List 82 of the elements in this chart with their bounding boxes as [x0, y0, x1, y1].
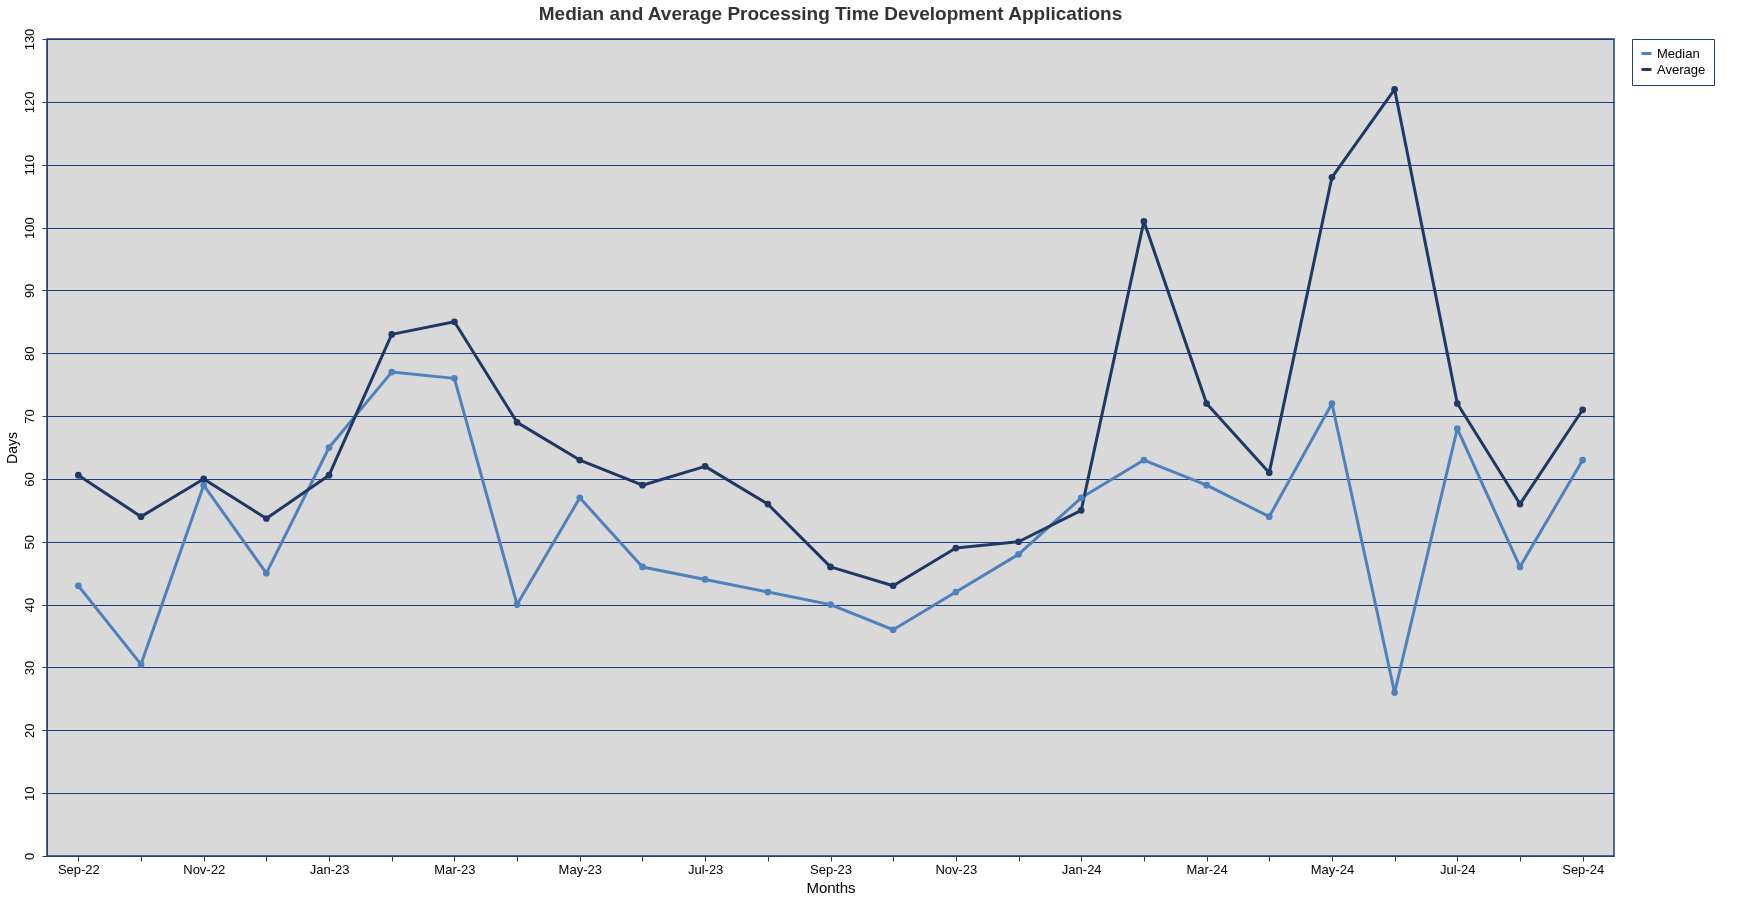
- x-tick-label: Mar-23: [434, 861, 476, 877]
- point: [1077, 494, 1085, 502]
- point: [827, 601, 834, 608]
- y-tick-label: 90: [21, 283, 37, 299]
- point: [74, 471, 82, 479]
- y-tick-label: 0: [21, 852, 37, 861]
- y-tick-label: 10: [21, 786, 37, 801]
- point: [1140, 217, 1148, 225]
- point: [200, 475, 208, 483]
- x-tick-label: Jan-23: [309, 861, 350, 877]
- y-axis-title: Days: [3, 432, 20, 464]
- x-tick-label: Jul-23: [687, 861, 724, 877]
- point: [137, 660, 145, 668]
- point: [1265, 469, 1273, 476]
- point: [764, 500, 772, 508]
- point: [764, 588, 772, 596]
- point: [1516, 500, 1524, 508]
- x-tick-label: Jan-24: [1061, 861, 1102, 877]
- x-tick-label: May-23: [558, 861, 602, 877]
- point: [1579, 406, 1587, 414]
- point: [1203, 400, 1210, 407]
- point: [889, 582, 897, 590]
- point: [1077, 507, 1085, 514]
- point: [952, 588, 960, 596]
- point: [639, 481, 646, 489]
- point: [1453, 400, 1461, 407]
- point: [451, 318, 458, 326]
- point: [200, 481, 208, 489]
- x-tick-label: Sep-24: [1562, 861, 1605, 877]
- point: [74, 582, 82, 590]
- point: [325, 471, 333, 479]
- x-tick-label: Sep-22: [57, 861, 100, 877]
- point: [1391, 85, 1398, 93]
- y-tick-label: 110: [21, 154, 37, 176]
- point: [1579, 456, 1587, 464]
- point: [576, 494, 584, 502]
- y-tick-label: 120: [21, 91, 37, 114]
- point: [639, 563, 646, 571]
- point: [1140, 456, 1148, 464]
- point: [952, 544, 960, 552]
- point: [1203, 481, 1210, 489]
- y-tick-label: 20: [21, 723, 37, 739]
- y-tick-label: 130: [21, 28, 37, 51]
- point: [263, 569, 270, 577]
- point: [1516, 563, 1524, 571]
- point: [1265, 513, 1273, 520]
- point: [701, 576, 709, 583]
- chart-title: Median and Average Processing Time Development Applications: [538, 3, 1123, 25]
- y-tick-label: 100: [21, 217, 37, 239]
- x-tick-label: Nov-23: [935, 861, 978, 877]
- x-tick-label: Nov-22: [183, 861, 226, 877]
- y-tick-label: 70: [21, 409, 37, 424]
- y-tick-label: 80: [21, 346, 37, 361]
- point: [1015, 538, 1022, 546]
- x-tick-label: May-24: [1310, 861, 1355, 877]
- point: [889, 626, 897, 634]
- point: [137, 513, 145, 520]
- x-tick-label: Jul-24: [1440, 861, 1476, 877]
- point: [701, 463, 709, 470]
- x-tick-label: Mar-24: [1186, 861, 1228, 877]
- y-tick-label: 30: [21, 660, 37, 676]
- point: [1391, 689, 1398, 696]
- y-tick-label: 50: [21, 535, 37, 550]
- point: [263, 515, 270, 522]
- point: [388, 368, 396, 376]
- legend-label: Median: [1657, 45, 1700, 61]
- point: [1328, 400, 1336, 407]
- point: [513, 419, 521, 426]
- legend-label: Average: [1657, 61, 1706, 77]
- point: [451, 375, 458, 382]
- x-tick-label: Sep-23: [810, 861, 852, 877]
- point: [1328, 173, 1336, 181]
- point: [1015, 550, 1022, 558]
- point: [827, 563, 834, 571]
- x-axis-title: Months: [806, 878, 856, 896]
- point: [1453, 425, 1461, 432]
- point: [388, 331, 396, 338]
- y-tick-label: 60: [21, 472, 37, 487]
- point: [576, 456, 584, 464]
- y-tick-label: 40: [21, 597, 37, 613]
- point: [513, 601, 521, 608]
- point: [325, 444, 333, 451]
